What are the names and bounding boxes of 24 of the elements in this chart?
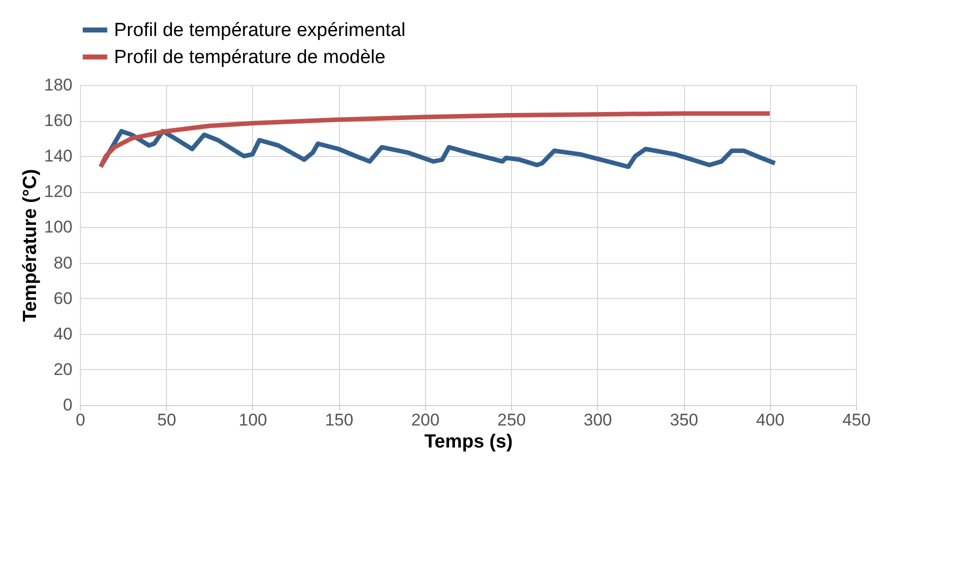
y-tick-label: 0 [63, 396, 72, 414]
x-tick-label: 150 [324, 410, 354, 430]
y-tick-label: 120 [44, 182, 72, 202]
legend-label: Profil de température de modèle [114, 47, 386, 68]
x-tick-label: 100 [238, 410, 268, 430]
y-tick-label: 60 [54, 288, 72, 308]
x-tick-label: 350 [670, 410, 698, 430]
y-tick-label: 160 [44, 111, 72, 130]
y-tick-label: 100 [44, 218, 72, 237]
y-tick-label: 80 [54, 253, 72, 272]
x-tick-label: 400 [756, 410, 784, 430]
x-tick-label: 200 [411, 410, 440, 430]
y-axis-title: Température (°C) [20, 169, 42, 322]
y-tick-label: 20 [54, 360, 72, 379]
x-tick-label: 50 [157, 410, 176, 430]
y-tick-label: 40 [54, 324, 72, 344]
y-tick-label: 140 [44, 146, 72, 166]
x-tick-label: 250 [497, 410, 526, 430]
x-axis-title: Temps (s) [424, 432, 513, 452]
x-tick-label: 450 [842, 410, 871, 430]
y-tick-label: 180 [44, 76, 72, 94]
legend-label: Profil de température expérimental [114, 20, 406, 41]
x-tick-label: 300 [584, 410, 612, 430]
x-tick-label: 0 [76, 410, 86, 430]
